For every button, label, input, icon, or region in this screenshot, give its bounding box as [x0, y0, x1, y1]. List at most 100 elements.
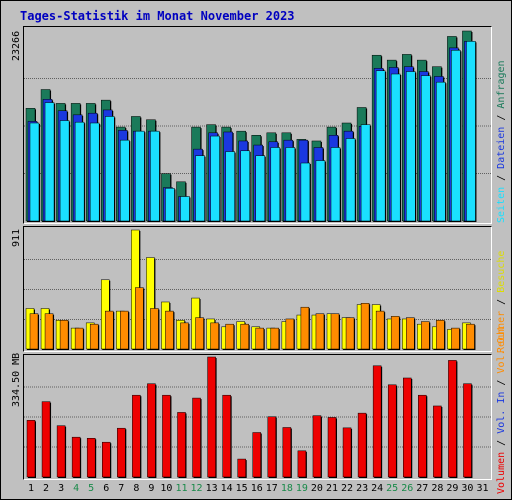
bar-rechner: [165, 310, 174, 350]
x-tick-label: 27: [416, 483, 429, 494]
bar-volumen: [282, 427, 292, 478]
bar-rechner: [180, 322, 189, 350]
bar-volumen: [448, 360, 457, 478]
bar-seiten: [210, 135, 220, 222]
bar-seiten: [135, 130, 145, 222]
bar-volumen: [41, 401, 51, 478]
bar-seiten: [360, 124, 371, 222]
legend-sep: /: [496, 373, 507, 392]
x-tick-label: 13: [205, 483, 218, 494]
bar-seiten: [150, 130, 160, 222]
bar-rechner: [29, 313, 39, 350]
bar-seiten: [300, 162, 311, 222]
bar-rechner: [466, 323, 475, 350]
bar-rechner: [421, 321, 430, 350]
bar-volumen: [132, 394, 141, 478]
x-tick-label: 26: [401, 483, 414, 494]
volume-chart-panel: [23, 354, 492, 480]
x-tick-label: 11: [175, 483, 188, 494]
bar-seiten: [285, 147, 296, 222]
volume-chart: [24, 356, 491, 478]
legend-seiten: Seiten: [496, 186, 507, 223]
bar-seiten: [225, 151, 235, 222]
bar-rechner: [300, 306, 310, 350]
x-tick-label: 3: [58, 483, 65, 494]
bar-volumen: [26, 420, 36, 478]
bar-rechner: [59, 320, 69, 350]
bar-seiten: [451, 50, 461, 222]
page-title: Tages-Statistik im Monat November 2023: [20, 9, 295, 23]
x-tick-label: 14: [220, 483, 233, 494]
bar-rechner: [74, 327, 84, 350]
x-tick-label: 1: [27, 483, 35, 494]
bar-seiten: [466, 41, 476, 222]
bar-volumen: [207, 356, 216, 478]
x-tick-label: 4: [73, 483, 80, 494]
bar-rechner: [406, 317, 415, 350]
legend-sep: /: [496, 168, 507, 187]
bar-volumen: [372, 365, 382, 478]
bar-volumen: [403, 377, 412, 478]
bar-seiten: [345, 138, 356, 222]
bar-volumen: [237, 458, 246, 478]
bar-seiten: [330, 147, 341, 222]
bar-volumen: [267, 416, 277, 478]
legend-sep: /: [496, 433, 507, 452]
bar-rechner: [330, 313, 340, 350]
x-tick-label: 19: [295, 483, 308, 494]
bar-seiten: [421, 75, 431, 222]
bar-seiten: [89, 122, 100, 222]
bar-rechner: [285, 318, 295, 350]
bar-volumen: [222, 394, 231, 478]
x-tick-label: 18: [280, 483, 293, 494]
hits-max-label: 23266: [11, 30, 22, 61]
bar-rechner: [44, 313, 54, 350]
legend-dateien: Dateien: [496, 126, 507, 169]
bar-seiten: [180, 196, 190, 222]
legend-top: Seiten / Dateien / Anfragen: [496, 60, 507, 223]
bar-seiten: [270, 147, 281, 222]
bar-rechner: [360, 303, 370, 350]
bar-volumen: [147, 383, 156, 478]
x-tick-label: 30: [461, 483, 474, 494]
bar-seiten: [375, 70, 386, 222]
bar-volumen: [102, 441, 111, 478]
bar-rechner: [315, 313, 325, 350]
bar-rechner: [150, 308, 159, 350]
bar-rechner: [436, 320, 445, 350]
bar-seiten: [436, 81, 446, 222]
volume-max-label: 334.50 MB: [11, 352, 22, 407]
bar-seiten: [44, 102, 55, 222]
bar-rechner: [105, 310, 114, 350]
x-tick-label: 7: [118, 483, 125, 494]
visits-max-label: 911: [11, 228, 22, 247]
x-tick-label: 2: [43, 483, 50, 494]
bar-volumen: [177, 412, 186, 478]
bar-seiten: [59, 120, 70, 222]
bar-seiten: [390, 73, 401, 222]
bar-volumen: [418, 394, 427, 478]
bar-seiten: [74, 121, 85, 222]
bar-volumen: [342, 427, 352, 478]
legend-anfragen: Anfragen: [496, 60, 507, 109]
x-tick-label: 15: [235, 483, 248, 494]
bar-volumen: [192, 397, 201, 478]
legend-besuche: Besuche: [496, 250, 507, 293]
x-tick-label: 31: [476, 483, 489, 494]
bar-volumen: [433, 405, 442, 478]
x-axis-days: 1 2 3 4 5 6 7 8 9 10 11 12 13 14 15 16 17 18 19 20 21 22 23 24 2…: [23, 483, 490, 497]
x-tick-label: 9: [148, 483, 155, 494]
bar-volumen: [56, 425, 66, 478]
x-tick-label: 25: [386, 483, 399, 494]
legend-sep: /: [496, 108, 507, 127]
x-tick-label: 24: [371, 483, 384, 494]
x-tick-label: 21: [325, 483, 339, 494]
bar-rechner: [390, 316, 400, 350]
bar-volumen: [387, 384, 397, 478]
legend-bot: Volumen / Vol. In / Vol. Out: [496, 325, 507, 494]
bar-seiten: [255, 155, 265, 222]
visits-chart-panel: [23, 226, 492, 352]
bar-volumen: [463, 383, 472, 478]
bar-seiten: [29, 122, 40, 222]
hits-chart-panel: [23, 26, 492, 224]
